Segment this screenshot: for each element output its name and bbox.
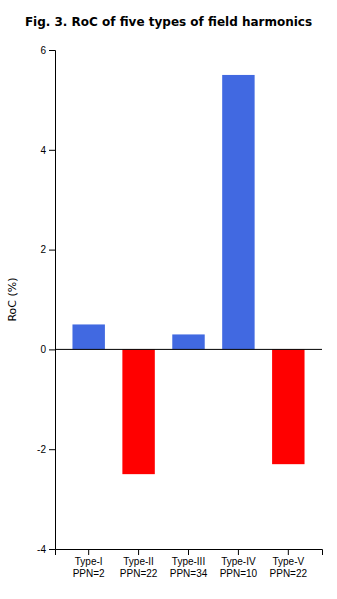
plot: -4 -2 0 2 4 6 Type-IPPN=2 Type-IIPPN=22 Type-III… (37, 45, 322, 579)
bar (72, 324, 104, 349)
bar (122, 349, 154, 474)
x-tick: Type-IIIPPN=34 (170, 549, 208, 579)
x-tick: Type-VPPN=22 (270, 549, 308, 579)
y-tick-mark (49, 50, 55, 51)
x-axis-line (56, 550, 323, 556)
y-axis-line (49, 51, 56, 550)
x-tick-mark (288, 549, 289, 555)
y-tick: -2 (37, 444, 55, 455)
bar (272, 349, 304, 464)
x-tick-label: Type-IVPPN=10 (220, 556, 258, 579)
y-tick: 2 (40, 244, 55, 255)
y-tick-mark (49, 250, 55, 251)
y-tick: 4 (40, 145, 55, 156)
x-axis: Type-IPPN=2 Type-IIPPN=22 Type-IIIPPN=34 Ty… (56, 549, 323, 579)
x-tick-label: Type-IPPN=2 (73, 556, 105, 579)
y-tick-label: -2 (37, 444, 46, 455)
x-tick-label: Type-IIIPPN=34 (170, 556, 208, 579)
bar (222, 75, 254, 349)
zero-line (55, 349, 322, 350)
bar (172, 334, 204, 349)
x-tick: Type-IPPN=2 (73, 549, 105, 579)
y-tick: -4 (37, 544, 55, 555)
y-tick-label: 6 (40, 45, 46, 56)
x-tick-mark (238, 549, 239, 555)
y-tick-mark (49, 549, 55, 550)
y-axis-title: RoC (%) (6, 277, 19, 321)
bars (72, 75, 304, 474)
title: Fig. 3. RoC of five types of field harmo… (25, 15, 312, 29)
y-tick-label: 2 (40, 244, 46, 255)
x-tick-label: Type-VPPN=22 (270, 556, 308, 579)
x-tick-mark (138, 549, 139, 555)
chart: Fig. 3. RoC of five types of field harmo… (0, 0, 337, 599)
x-tick-mark (88, 549, 89, 555)
y-tick-mark (49, 449, 55, 450)
x-tick-label: Type-IIPPN=22 (120, 556, 158, 579)
y-tick-label: 0 (40, 344, 46, 355)
y-tick: 0 (40, 344, 55, 355)
y-tick-mark (49, 349, 55, 350)
x-tick: Type-IVPPN=10 (220, 549, 258, 579)
y-tick: 6 (40, 45, 55, 56)
y-axis: -4 -2 0 2 4 6 (37, 45, 55, 555)
y-tick-mark (49, 150, 55, 151)
y-tick-label: 4 (40, 145, 46, 156)
y-tick-label: -4 (37, 544, 46, 555)
x-tick: Type-IIPPN=22 (120, 549, 158, 579)
x-tick-mark (188, 549, 189, 555)
